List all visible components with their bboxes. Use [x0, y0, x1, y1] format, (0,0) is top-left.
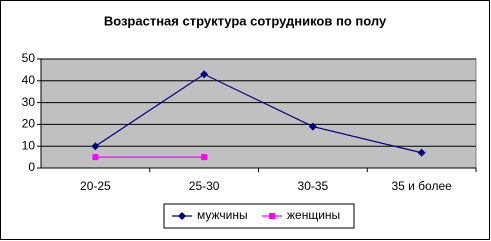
data-point: [200, 70, 209, 79]
y-tick-label: 40: [22, 73, 36, 87]
x-tick-label: 35 и более: [391, 179, 452, 193]
data-point: [92, 154, 99, 161]
series-line: [95, 73, 422, 154]
data-point: [201, 154, 208, 161]
legend-label: женщины: [287, 208, 340, 222]
data-point: [417, 148, 426, 157]
legend-marker: [269, 213, 275, 219]
x-tick-label: 20-25: [80, 179, 111, 193]
y-tick-label: 0: [28, 160, 35, 174]
x-tick-label: 30-35: [298, 179, 329, 193]
chart-title: Возрастная структура сотрудников по полу: [104, 13, 387, 28]
y-tick-label: 30: [22, 95, 36, 109]
data-point: [91, 142, 100, 151]
legend-label: мужчины: [197, 208, 248, 222]
plot-area: [40, 58, 477, 169]
legend-box: [163, 203, 355, 229]
x-tick-label: 25-30: [189, 179, 220, 193]
y-tick-label: 20: [22, 117, 36, 131]
data-point: [308, 122, 317, 131]
y-tick-label: 10: [22, 138, 36, 152]
legend-marker: [178, 212, 186, 220]
y-tick-label: 50: [22, 51, 36, 65]
